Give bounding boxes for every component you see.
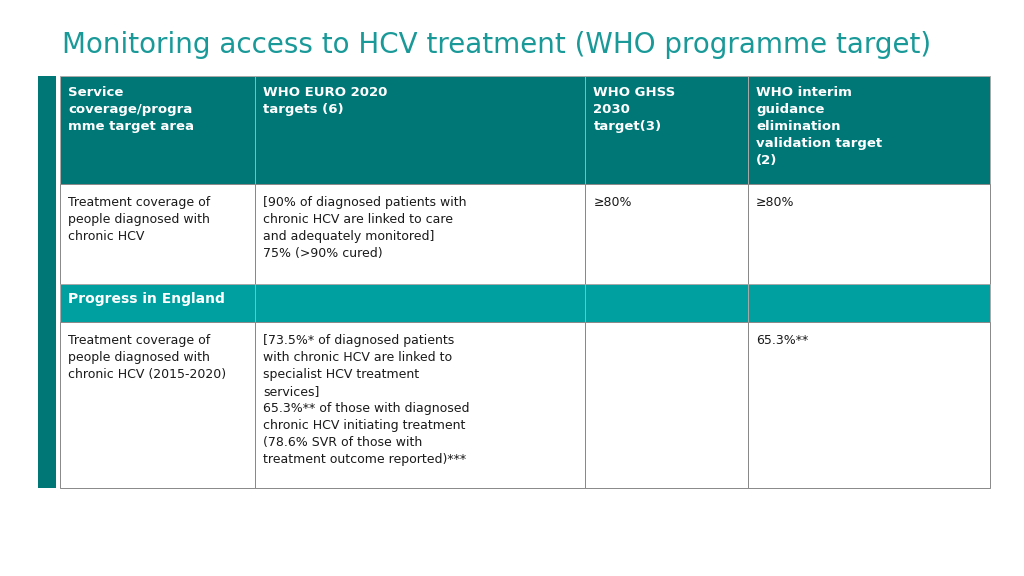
Text: ≥80%: ≥80% bbox=[756, 196, 795, 209]
Bar bbox=[60, 322, 255, 488]
Bar bbox=[586, 284, 749, 322]
Bar bbox=[749, 284, 990, 322]
Bar bbox=[255, 322, 586, 488]
Text: Progress in England: Progress in England bbox=[68, 292, 225, 306]
Text: ≥80%: ≥80% bbox=[594, 196, 632, 209]
Text: Treatment coverage of
people diagnosed with
chronic HCV: Treatment coverage of people diagnosed w… bbox=[68, 196, 210, 243]
Bar bbox=[749, 76, 990, 184]
Bar bbox=[255, 184, 586, 284]
Text: 65.3%**: 65.3%** bbox=[756, 334, 809, 347]
Bar bbox=[749, 184, 990, 284]
Bar bbox=[255, 76, 586, 184]
Text: Treatment coverage of
people diagnosed with
chronic HCV (2015-2020): Treatment coverage of people diagnosed w… bbox=[68, 334, 226, 381]
Bar bbox=[586, 322, 749, 488]
Bar bbox=[60, 284, 255, 322]
Bar bbox=[749, 322, 990, 488]
Text: WHO EURO 2020
targets (6): WHO EURO 2020 targets (6) bbox=[263, 86, 388, 116]
Bar bbox=[60, 76, 255, 184]
Text: Monitoring access to HCV treatment (WHO programme target): Monitoring access to HCV treatment (WHO … bbox=[62, 31, 931, 59]
Bar bbox=[255, 284, 586, 322]
Bar bbox=[586, 76, 749, 184]
Bar bbox=[38, 76, 56, 488]
Text: WHO interim
guidance
elimination
validation target
(2): WHO interim guidance elimination validat… bbox=[756, 86, 883, 167]
Text: Service
coverage/progra
mme target area: Service coverage/progra mme target area bbox=[68, 86, 194, 133]
Bar bbox=[60, 184, 255, 284]
Bar bbox=[586, 184, 749, 284]
Text: [73.5%* of diagnosed patients
with chronic HCV are linked to
specialist HCV trea: [73.5%* of diagnosed patients with chron… bbox=[263, 334, 470, 466]
Text: WHO GHSS
2030
target(3): WHO GHSS 2030 target(3) bbox=[594, 86, 676, 133]
Text: [90% of diagnosed patients with
chronic HCV are linked to care
and adequately mo: [90% of diagnosed patients with chronic … bbox=[263, 196, 467, 260]
